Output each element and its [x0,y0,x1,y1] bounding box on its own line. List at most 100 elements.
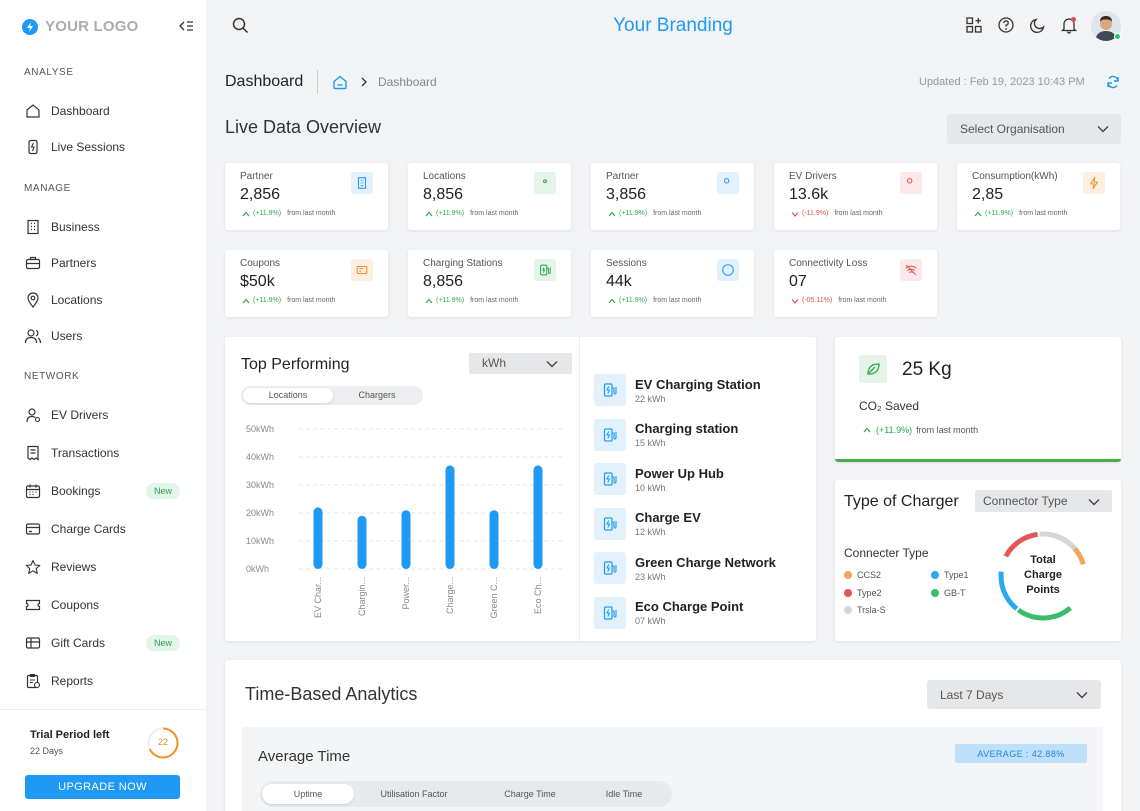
station-list-item[interactable]: Charging station 15 kWh [594,418,738,452]
new-badge: New [145,483,180,499]
station-name: EV Charging Station [635,376,761,392]
bar[interactable] [489,510,499,569]
sidebar-item-gift-cards[interactable]: Gift Cards New [24,633,184,653]
tab-chargers[interactable]: Chargers [358,390,396,400]
home-icon [24,102,42,120]
sidebar-item-business[interactable]: Business [24,217,184,237]
stat-change: (+11.9%) from last month [608,297,701,304]
leaf-icon [859,355,887,383]
stat-change-pct: (+11.9%) [619,210,648,217]
sidebar-item-transactions[interactable]: Transactions [24,443,184,463]
sidebar-item-partners[interactable]: Partners [24,253,184,273]
station-list-item[interactable]: Eco Charge Point 07 kWh [594,596,743,630]
legend-item-gbt: GB-T [931,588,966,598]
location-pin-icon [24,291,42,309]
search-icon[interactable] [232,17,249,34]
breadcrumb-current: Dashboard [378,75,437,89]
upgrade-now-button[interactable]: UPGRADE NOW [25,775,180,799]
breadcrumb-home-icon[interactable] [332,74,348,90]
station-list-item[interactable]: Power Up Hub 10 kWh [594,462,724,496]
stat-card-coupons[interactable]: Coupons $50k (+11.9%) from last month [225,250,388,317]
sidebar-item-ev-drivers[interactable]: EV Drivers [24,405,184,425]
stat-card-sessions[interactable]: Sessions 44k (+11.9%) from last month [591,250,754,317]
stat-card-connectivity-loss[interactable]: Connectivity Loss 07 (-05.11%) from last mo… [774,250,937,317]
sidebar-item-coupons[interactable]: Coupons [24,595,184,615]
legend-item-type2: Type2 [844,588,882,598]
x-tick-label: Chargin... [357,577,367,616]
tab-charge-time[interactable]: Charge Time [504,789,556,799]
sidebar-item-bookings[interactable]: Bookings New [24,481,184,501]
co2-value: 25 Kg [902,359,952,380]
stat-value: 13.6k [789,186,829,203]
sidebar-item-live-sessions[interactable]: Live Sessions [24,137,184,157]
logo[interactable]: YOUR LOGO [22,18,138,35]
bar[interactable] [445,465,455,569]
brand-title: Your Branding [613,15,733,36]
charging-station-icon [594,596,626,629]
connector-legend-title: Connecter Type [844,546,929,560]
stat-card-ev-drivers[interactable]: EV Drivers 13.6k (-11.9%) from last month [774,163,937,230]
bar[interactable] [313,507,323,569]
tab-locations[interactable]: Locations [268,390,308,400]
tab-utilisation-factor[interactable]: Utilisation Factor [380,789,448,799]
connector-type-dropdown[interactable]: Connector Type [975,490,1112,512]
co2-label: CO₂ Saved [859,399,920,413]
average-badge: AVERAGE : 42.88% [955,744,1087,763]
sidebar-item-reports[interactable]: Reports [24,671,184,691]
users-icon [24,327,42,345]
section-analyse: ANALYSE [24,67,74,78]
users-icon [717,172,739,194]
station-list-item[interactable]: Green Charge Network 23 kWh [594,551,776,585]
unit-dropdown[interactable]: kWh [469,353,572,374]
trend-up-icon [863,427,871,433]
stat-change-footer: from last month [470,297,519,304]
stat-label: Sessions [606,258,647,269]
notification-bell-icon[interactable] [1060,16,1078,34]
date-range-dropdown[interactable]: Last 7 Days [927,680,1101,709]
bar[interactable] [357,515,367,569]
station-name: Power Up Hub [635,465,724,481]
tab-idle-time[interactable]: Idle Time [605,789,643,799]
sidebar-item-reviews[interactable]: Reviews [24,557,184,577]
bar[interactable] [401,510,411,569]
help-icon[interactable] [997,16,1015,34]
collapse-sidebar-icon[interactable] [178,19,194,33]
donut-segment-trsla-s [998,531,1088,621]
date-range-label: Last 7 Days [940,688,1004,702]
trend-up-icon [974,211,982,216]
select-organisation-dropdown[interactable]: Select Organisation [947,114,1121,144]
stat-card-locations[interactable]: Locations 8,856 (+11.9%) from last month [408,163,571,230]
stat-label: Partner [606,171,639,182]
stat-card-partner[interactable]: Partner 3,856 (+11.9%) from last month [591,163,754,230]
stat-change-pct: (+11.9%) [619,297,648,304]
station-list-item[interactable]: Charge EV 12 kWh [594,507,701,541]
sidebar-item-charge-cards[interactable]: Charge Cards [24,519,184,539]
trend-up-icon [608,298,616,303]
station-list: EV Charging Station 22 kWh Charging statio… [579,337,816,641]
time-based-analytics-panel: Time-Based Analytics Last 7 Days Average… [225,660,1121,811]
sidebar-item-users[interactable]: Users [24,326,184,346]
donut-label-line: Points [1026,584,1060,596]
dark-mode-icon[interactable] [1029,16,1047,34]
trial-panel: Trial Period left 22 Days 22 UPGRADE NOW [0,709,206,811]
apps-icon[interactable] [965,16,983,34]
stat-card-partner[interactable]: Partner 2,856 (+11.9%) from last month [225,163,388,230]
y-tick-label: 40kWh [246,452,274,462]
trial-ring: 22 [146,726,180,760]
tab-uptime[interactable]: Uptime [293,789,323,799]
stat-change: (+11.9%) from last month [974,210,1067,217]
stat-change-footer: from last month [838,297,887,304]
legend-item-trsla-s: Trsla-S [844,605,886,615]
title-divider [317,70,318,94]
sidebar-item-locations[interactable]: Locations [24,290,184,310]
stat-change-pct: (+11.9%) [436,297,465,304]
stat-card-charging-stations[interactable]: Charging Stations 8,856 (+11.9%) from last … [408,250,571,317]
station-list-item[interactable]: EV Charging Station 22 kWh [594,373,761,407]
stat-card-consumption-kwh[interactable]: Consumption(kWh) 2,85 (+11.9%) from last mo… [957,163,1120,230]
sidebar-item-dashboard[interactable]: Dashboard [24,101,184,121]
bar[interactable] [533,465,543,569]
refresh-icon[interactable] [1106,75,1120,89]
sidebar-item-label: Transactions [51,446,120,460]
station-icon [534,259,556,281]
charging-station-icon [594,374,626,406]
